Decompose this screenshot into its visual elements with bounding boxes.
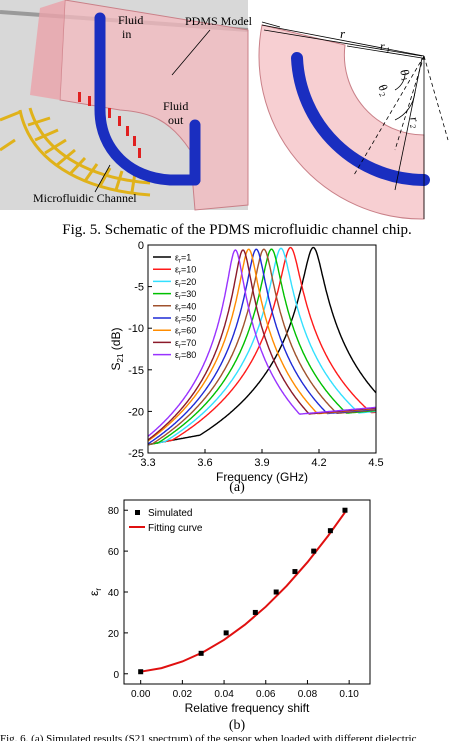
x-axis-label: Relative frequency shift [185,701,310,715]
microfluidic-channel-3d [94,19,201,186]
x-tick-label: 0.00 [131,689,151,700]
pdms-pointer-line-right [261,21,281,28]
simulated-point [198,650,204,656]
y-tick-label: -5 [134,282,144,294]
y-tick-label: 80 [108,506,120,517]
label-pdms-model: PDMS Model [185,14,253,28]
legend-label-6: εr=60 [175,326,196,338]
pdms-block-side [30,0,65,100]
x-tick-label: 0.06 [256,689,276,700]
label-fluid-in-2: in [122,27,131,41]
y-axis-label: S21 (dB) [109,328,125,371]
legend-label-3: εr=30 [175,289,196,301]
gold-electrodes [0,107,151,197]
series-line-3 [148,248,376,446]
simulated-point [327,528,333,534]
label-fluid-out-1: Fluid [163,99,188,113]
legend-simulated-marker [135,510,140,515]
simulated-point [342,507,348,513]
x-tick-label: 0.02 [173,689,193,700]
label-r1: r [380,39,385,53]
series-line-8 [148,249,376,437]
series-line-2 [148,247,376,446]
y-tick-label: -10 [128,323,144,335]
x-tick-label: 3.6 [197,457,212,469]
y-tick-label: 0 [113,670,119,681]
simulated-point [292,569,298,575]
y-tick-label: 20 [108,629,120,640]
x-tick-label: 0.04 [214,689,234,700]
legend-label-4: εr=40 [175,301,196,313]
y-tick-label: 60 [108,547,120,558]
y-tick-label: -15 [128,365,144,377]
x-tick-label: 3.9 [254,457,269,469]
label-r: r [340,26,346,41]
y-tick-label: 0 [138,240,144,252]
legend-label-1: εr=10 [175,265,196,277]
schematic-2d [258,24,449,220]
legend-label-8: εr=80 [175,350,196,362]
s21-spectrum-chart: 3.3 3.6 3.9 4.2 4.5 0 -5 -10 -15 -20 -25 Frequency … [109,240,384,484]
legend-fit-label: Fitting curve [148,523,203,534]
x-tick-label: 0.10 [339,689,359,700]
x-tick-label: 3.3 [140,457,155,469]
y-tick-label: -25 [128,448,144,460]
simulated-point [138,669,144,675]
x-axis-label: Frequency (GHz) [216,470,308,484]
pdms-block-3d [59,0,249,211]
legend-label-2: εr=20 [175,277,196,289]
label-theta1: θ [397,67,412,77]
legend-label-0: εr=1 [175,253,191,265]
simulated-point [223,630,229,636]
fitting-curve-line [140,511,346,673]
permittivity-fit-chart: 0.00 0.02 0.04 0.06 0.08 0.10 0 20 40 60 80 Relativ… [87,499,371,715]
y-axis-label: εr [87,588,103,596]
x-tick-label: 0.08 [298,689,318,700]
fig6-caption-fragment: Fig. 6. (a) Simulated results (S21 spect… [0,734,417,741]
y-tick-label: 40 [108,588,120,599]
legend-simulated-label: Simulated [148,508,192,519]
y-tick-label: -20 [128,406,144,418]
label-theta2-sub: 2 [377,91,387,99]
legend-label-5: εr=50 [175,314,196,326]
fig5-caption: Fig. 5. Schematic of the PDMS microfluid… [62,222,412,238]
label-r2-sub: 2 [408,123,418,129]
panel-a-label: (a) [229,480,245,495]
x-tick-label: 4.2 [311,457,326,469]
legend-label-7: εr=70 [175,338,196,350]
x-tick-label: 4.5 [368,457,383,469]
label-r2: r [407,115,422,123]
label-r1-sub: 1 [386,46,390,55]
simulated-point [252,609,258,615]
simulated-point [273,589,279,595]
pdms-pointer-line [171,29,211,76]
fig5-schematic: Fluid in Fluid out PDMS Model Microfluid… [0,0,449,220]
series-line-0 [148,246,376,446]
label-fluid-in-1: Fluid [118,13,143,27]
simulated-point [311,548,317,554]
channel-pointer-line [94,164,111,193]
label-fluid-out-2: out [168,113,184,127]
panel-b-label: (b) [228,718,246,733]
label-microfluidic-channel: Microfluidic Channel [33,191,137,205]
label-theta1-sub: 1 [399,76,409,83]
series-line-1 [148,246,376,446]
